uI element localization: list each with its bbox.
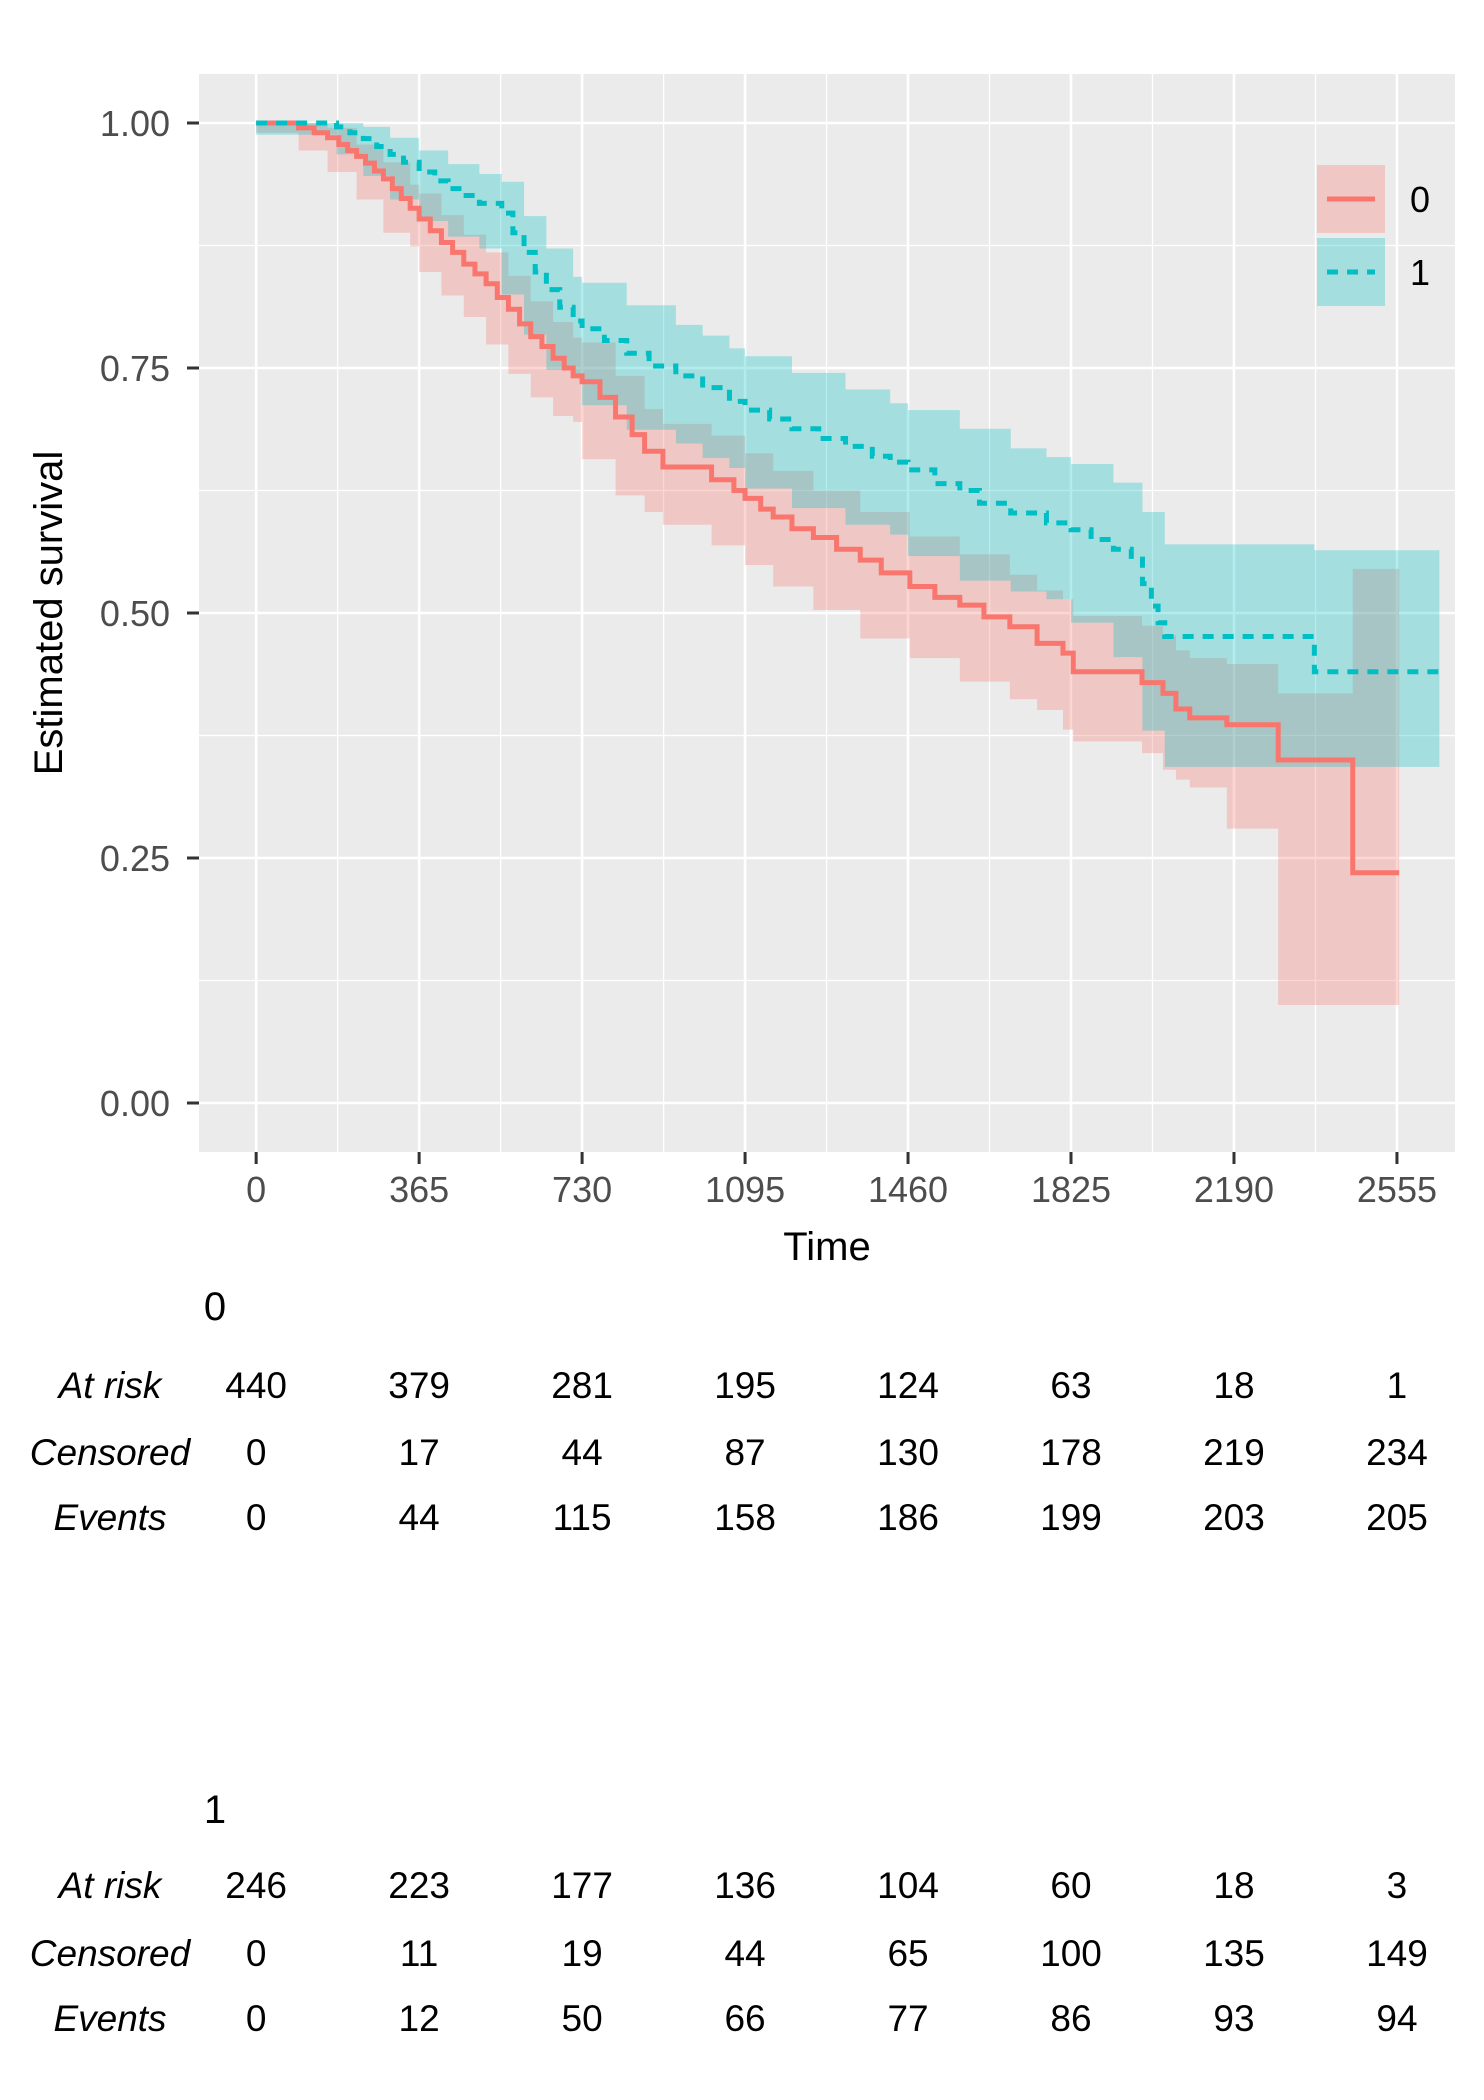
risk-table-row-label: Censored <box>30 1933 192 1974</box>
risk-table-cell: 0 <box>246 1497 267 1538</box>
risk-table-cell: 87 <box>724 1432 765 1473</box>
survival-curve-group-1 <box>256 120 1440 675</box>
risk-table-cell: 440 <box>225 1365 287 1406</box>
survival-curve-group-0 <box>256 120 1400 876</box>
risk-table-group-header: 1 <box>204 1788 226 1832</box>
risk-table-cell: 18 <box>1213 1865 1254 1906</box>
x-tick-label: 0 <box>246 1169 266 1210</box>
risk-table-row-label: Events <box>53 1998 166 2039</box>
risk-table-cell: 18 <box>1213 1365 1254 1406</box>
risk-table-cell: 186 <box>877 1497 939 1538</box>
survival-curves <box>256 120 1440 876</box>
risk-table-cell: 93 <box>1213 1998 1254 2039</box>
risk-table-cell: 19 <box>562 1933 603 1974</box>
risk-table-cell: 246 <box>225 1865 287 1906</box>
risk-table-cell: 219 <box>1203 1432 1265 1473</box>
risk-table-row-label: Events <box>53 1497 166 1538</box>
risk-table-cell: 130 <box>877 1432 939 1473</box>
y-tick-label: 0.00 <box>100 1083 170 1124</box>
risk-table-cell: 65 <box>887 1933 928 1974</box>
risk-table-row-label: At risk <box>57 1865 164 1906</box>
legend-label-group-0: 0 <box>1410 179 1430 220</box>
x-tick-label: 2555 <box>1357 1169 1437 1210</box>
risk-table-cell: 136 <box>714 1865 776 1906</box>
ci-band-group-1 <box>256 123 1440 767</box>
x-tick-label: 730 <box>552 1169 612 1210</box>
x-tick-label: 2190 <box>1194 1169 1274 1210</box>
risk-table-cell: 177 <box>551 1865 613 1906</box>
risk-table-cell: 195 <box>714 1365 776 1406</box>
legend: 0 1 <box>1317 165 1430 306</box>
risk-table-row-label: At risk <box>57 1365 164 1406</box>
risk-table-cell: 63 <box>1050 1365 1091 1406</box>
risk-table-cell: 158 <box>714 1497 776 1538</box>
risk-table-cell: 124 <box>877 1365 939 1406</box>
y-tick-label: 0.50 <box>100 593 170 634</box>
risk-table-cell: 203 <box>1203 1497 1265 1538</box>
risk-table-cell: 50 <box>562 1998 603 2039</box>
axis-ticks <box>187 121 1399 1164</box>
risk-table-group-1: 1 At risk 246 223 177 136 104 60 18 3 Censored 0 11 1… <box>30 1788 1428 2039</box>
risk-table-row-label: Censored <box>30 1432 192 1473</box>
risk-table-row: Events 0 44 115 158 186 199 203 205 <box>53 1497 1427 1538</box>
risk-table-group-header: 0 <box>204 1285 226 1329</box>
gridlines-major <box>199 74 1455 1152</box>
risk-table-cell: 77 <box>887 1998 928 2039</box>
x-tick-label: 1460 <box>868 1169 948 1210</box>
risk-table-cell: 1 <box>1387 1365 1408 1406</box>
x-tick-label: 1825 <box>1031 1169 1111 1210</box>
risk-table-cell: 379 <box>388 1365 450 1406</box>
risk-table-cell: 223 <box>388 1865 450 1906</box>
risk-table-cell: 3 <box>1387 1865 1408 1906</box>
risk-table-cell: 44 <box>562 1432 603 1473</box>
risk-table-cell: 17 <box>399 1432 440 1473</box>
y-tick-label: 0.25 <box>100 838 170 879</box>
risk-table-row: At risk 440 379 281 195 124 63 18 1 <box>57 1365 1408 1406</box>
risk-table-cell: 66 <box>724 1998 765 2039</box>
risk-table-cell: 205 <box>1366 1497 1428 1538</box>
y-tick-label: 1.00 <box>100 103 170 144</box>
risk-table-cell: 94 <box>1376 1998 1417 2039</box>
risk-table-cell: 11 <box>400 1933 438 1974</box>
risk-table-cell: 100 <box>1040 1933 1102 1974</box>
risk-table-cell: 0 <box>246 1933 267 1974</box>
y-axis-title: Estimated survival <box>27 451 71 776</box>
risk-table-cell: 178 <box>1040 1432 1102 1473</box>
x-tick-label: 1095 <box>705 1169 785 1210</box>
risk-table-cell: 104 <box>877 1865 939 1906</box>
risk-table-cell: 0 <box>246 1432 267 1473</box>
y-tick-label: 0.75 <box>100 348 170 389</box>
risk-table-cell: 149 <box>1366 1933 1428 1974</box>
risk-table-cell: 44 <box>724 1933 765 1974</box>
legend-label-group-1: 1 <box>1410 252 1430 293</box>
risk-table-cell: 199 <box>1040 1497 1102 1538</box>
risk-table-row: Censored 0 11 19 44 65 100 135 149 <box>30 1933 1428 1974</box>
risk-table-cell: 234 <box>1366 1432 1428 1473</box>
risk-table-row: Events 0 12 50 66 77 86 93 94 <box>53 1998 1417 2039</box>
risk-table-row: Censored 0 17 44 87 130 178 219 234 <box>30 1432 1428 1473</box>
risk-table-cell: 12 <box>399 1998 440 2039</box>
legend-key-group-1: 1 <box>1317 238 1430 306</box>
axis-tick-labels: 0 365 730 1095 1460 1825 2190 2555 0.00 0.25 0.50 0… <box>100 103 1437 1210</box>
legend-key-group-0: 0 <box>1317 165 1430 233</box>
x-tick-label: 365 <box>389 1169 449 1210</box>
risk-table-cell: 281 <box>551 1365 613 1406</box>
risk-table-cell: 115 <box>553 1497 612 1538</box>
risk-table-cell: 0 <box>246 1998 267 2039</box>
risk-table-cell: 60 <box>1050 1865 1091 1906</box>
risk-table-cell: 135 <box>1203 1933 1265 1974</box>
risk-table-row: At risk 246 223 177 136 104 60 18 3 <box>57 1865 1408 1906</box>
risk-table-cell: 86 <box>1050 1998 1091 2039</box>
x-axis-title: Time <box>783 1225 870 1269</box>
risk-table-cell: 44 <box>399 1497 440 1538</box>
